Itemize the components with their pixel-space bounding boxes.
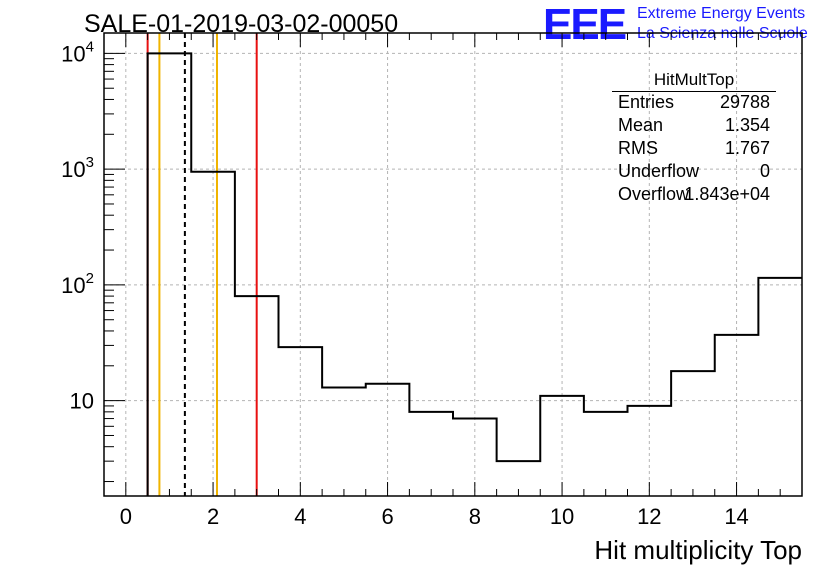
- x-axis-label: Hit multiplicity Top: [594, 535, 802, 565]
- stats-value-overflow: 1.843e+04: [684, 184, 770, 204]
- y-tick-label: 103: [61, 154, 94, 182]
- y-tick-label: 102: [61, 270, 94, 298]
- x-tick-label: 10: [550, 504, 574, 529]
- stats-box: HitMultTop Entries 29788 Mean 1.354 RMS …: [612, 70, 776, 204]
- logo-line-1: Extreme Energy Events: [637, 5, 806, 22]
- x-tick-label: 0: [120, 504, 132, 529]
- stats-value-entries: 29788: [719, 92, 770, 112]
- histogram-layer: [146, 52, 802, 496]
- stats-value-underflow: 0: [759, 161, 770, 181]
- stats-label-rms: RMS: [618, 138, 658, 158]
- x-tick-label: 6: [381, 504, 393, 529]
- grid-layer: [104, 33, 802, 496]
- x-tick-label: 8: [469, 504, 481, 529]
- stats-label-entries: Entries: [618, 92, 675, 112]
- stats-label-overflow: Overflow: [618, 184, 690, 204]
- x-tick-label: 12: [637, 504, 661, 529]
- eee-logo-mark: EEE: [543, 0, 627, 49]
- stats-row-rms: RMS 1.767: [618, 138, 770, 161]
- histogram-outline: [146, 52, 802, 496]
- stats-row-mean: Mean 1.354: [618, 115, 770, 138]
- stats-title-rule: [612, 91, 776, 92]
- axes-layer: 0 2 4 6 8 10 12 14 10 102 103 104: [61, 32, 803, 529]
- y-tick-label: 104: [61, 38, 94, 66]
- stats-value-mean: 1.354: [724, 115, 770, 135]
- stats-title: HitMultTop: [653, 70, 735, 89]
- x-tick-label: 2: [207, 504, 219, 529]
- marker-lines-layer: [146, 33, 258, 496]
- y-tick-label: 10: [70, 389, 94, 414]
- x-tick-label: 14: [724, 504, 748, 529]
- stats-label-mean: Mean: [618, 115, 664, 135]
- stats-row-entries: Entries 29788: [618, 92, 770, 115]
- stats-value-rms: 1.767: [724, 138, 770, 158]
- stats-row-overflow: Overflow 1.843e+04: [618, 184, 770, 207]
- stats-label-underflow: Underflow: [618, 161, 700, 181]
- stats-row-underflow: Underflow 0: [618, 161, 770, 184]
- x-tick-label: 4: [294, 504, 306, 529]
